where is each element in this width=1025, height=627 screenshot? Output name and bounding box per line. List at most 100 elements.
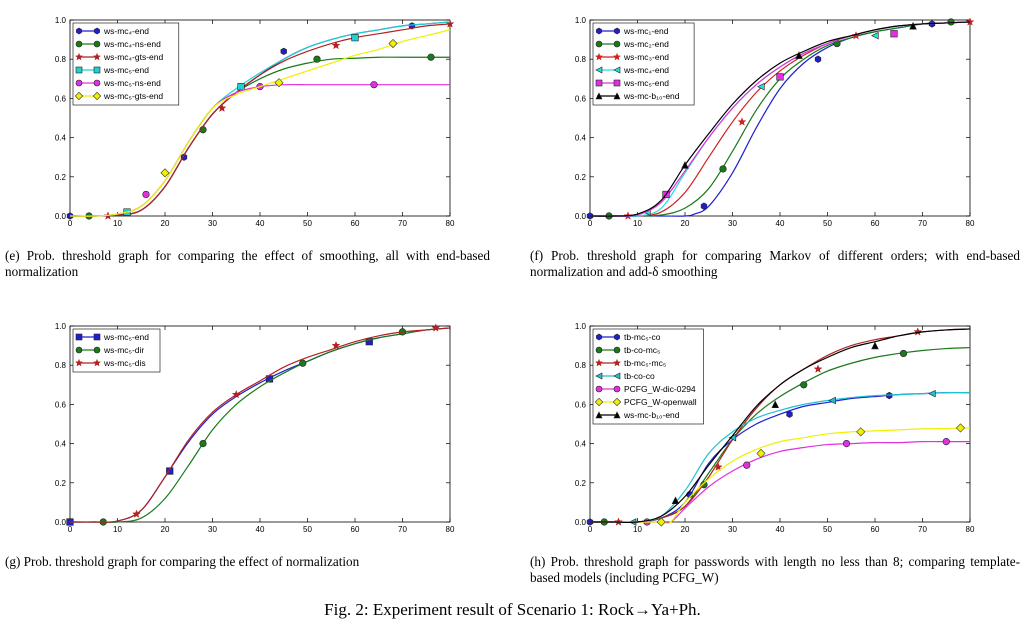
x-tick-label: 10 [113,219,122,228]
legend-label: tb-mc₅-mc₅ [624,358,666,368]
data-point [427,53,435,61]
y-tick-label: 1.0 [575,322,587,331]
legend-marker [75,333,83,341]
data-point [331,340,341,350]
data-point [237,83,245,91]
data-point [274,78,284,88]
x-tick-label: 30 [728,219,737,228]
legend-marker [75,66,83,74]
x-tick-label: 70 [398,219,407,228]
chart-f: 0 10 20 30 40 50 60 70 80 0.0 0.2 0.4 0.6 0.8 1.0 ws-mc… [575,16,975,228]
legend-marker [613,346,621,354]
legend-marker [613,385,621,393]
legend-marker [595,66,603,74]
data-point [737,117,747,126]
data-point [719,165,727,173]
x-tick-label: 30 [208,525,217,534]
legend-marker [613,92,621,100]
chart-g: 0 10 20 30 40 50 60 70 80 0.0 0.2 0.4 0.6 0.8 1.0 ws-mc… [55,322,455,534]
series-line [590,328,971,524]
data-point [431,323,441,332]
legend-marker [613,40,621,48]
data-point [671,496,680,505]
legend-marker [75,79,83,87]
y-tick-label: 0.2 [575,173,587,182]
data-point [132,509,141,518]
figure-caption: Fig. 2: Experiment result of Scenario 1:… [324,600,701,619]
data-point [851,30,861,40]
chart-e: 0 10 20 30 40 50 60 70 80 0.0 0.2 0.4 0.6 0.8 1.0 ws-mc… [55,16,455,228]
legend-label: ws-mc-b₁₀-end [623,410,680,420]
x-tick-label: 20 [681,525,690,534]
x-tick-label: 50 [823,219,832,228]
data-point [656,517,666,527]
legend-marker [92,91,102,101]
legend-marker [74,91,84,101]
data-point [800,381,808,389]
x-tick-label: 40 [256,525,265,534]
x-tick-label: 30 [728,525,737,534]
x-tick-label: 70 [398,525,407,534]
x-tick-label: 20 [161,525,170,534]
x-tick-label: 10 [633,219,642,228]
y-tick-label: 0.0 [55,518,67,527]
data-point [180,153,188,161]
series-line [69,29,451,217]
x-tick-label: 10 [633,525,642,534]
legend-marker [93,346,101,354]
x-tick-label: 70 [918,219,927,228]
legend-marker [93,79,101,87]
legend-marker [594,52,604,61]
x-tick-label: 0 [588,525,593,534]
x-tick-label: 80 [966,219,975,228]
legend: ws-mc₁-end ws-mc₂-end ws-mc₃-end ws-mc₄-end… [592,22,695,106]
legend-label: ws-mc₃-end [623,52,669,62]
data-point [928,389,936,398]
data-point [814,55,822,63]
legend-label: tb-mc₅-co [624,332,661,342]
data-point [795,51,803,59]
legend-box [592,22,695,106]
legend-marker [613,372,621,380]
data-point [828,396,836,405]
data-point [909,21,917,30]
data-point [856,427,866,437]
legend-label: ws-mc₅-gts-end [103,91,163,101]
series-line [589,21,971,217]
data-point [965,17,975,26]
x-tick-label: 70 [918,525,927,534]
x-tick-label: 50 [303,525,312,534]
legend-marker [594,397,604,407]
legend-label: ws-mc-b₁₀-end [623,91,680,101]
legend-marker [92,358,102,367]
data-point [160,168,170,178]
data-point [776,73,784,81]
legend-marker [612,358,622,367]
x-tick-label: 0 [68,525,73,534]
y-tick-label: 0.2 [55,479,67,488]
legend-label: ws-mc₅-ns-end [103,78,161,88]
data-point [217,103,227,112]
series-line [69,23,451,217]
legend-marker [595,79,603,87]
legend-marker [595,346,603,354]
y-tick-label: 0.4 [575,440,587,449]
data-point [231,389,241,399]
legend-label: ws-mc₅-dis [103,358,146,368]
data-point [388,38,398,49]
legend-label: ws-mc₂-end [623,39,669,49]
data-point [899,349,908,358]
legend-marker [75,346,83,354]
y-tick-label: 0.6 [575,94,587,103]
data-point [871,341,879,350]
legend-marker [75,40,83,48]
y-tick-label: 0.2 [575,479,587,488]
legend-label: tb-co-mc₅ [624,345,660,355]
series-5 [69,29,451,217]
legend-label: tb-co-co [624,371,655,381]
series-line [70,327,451,523]
data-point [786,410,793,418]
chart-panel-g: 0 10 20 30 40 50 60 70 80 0.0 0.2 0.4 0.6 0.8 1.0 ws-mc… [30,316,460,534]
x-tick-label: 60 [351,219,360,228]
x-tick-label: 40 [776,525,785,534]
